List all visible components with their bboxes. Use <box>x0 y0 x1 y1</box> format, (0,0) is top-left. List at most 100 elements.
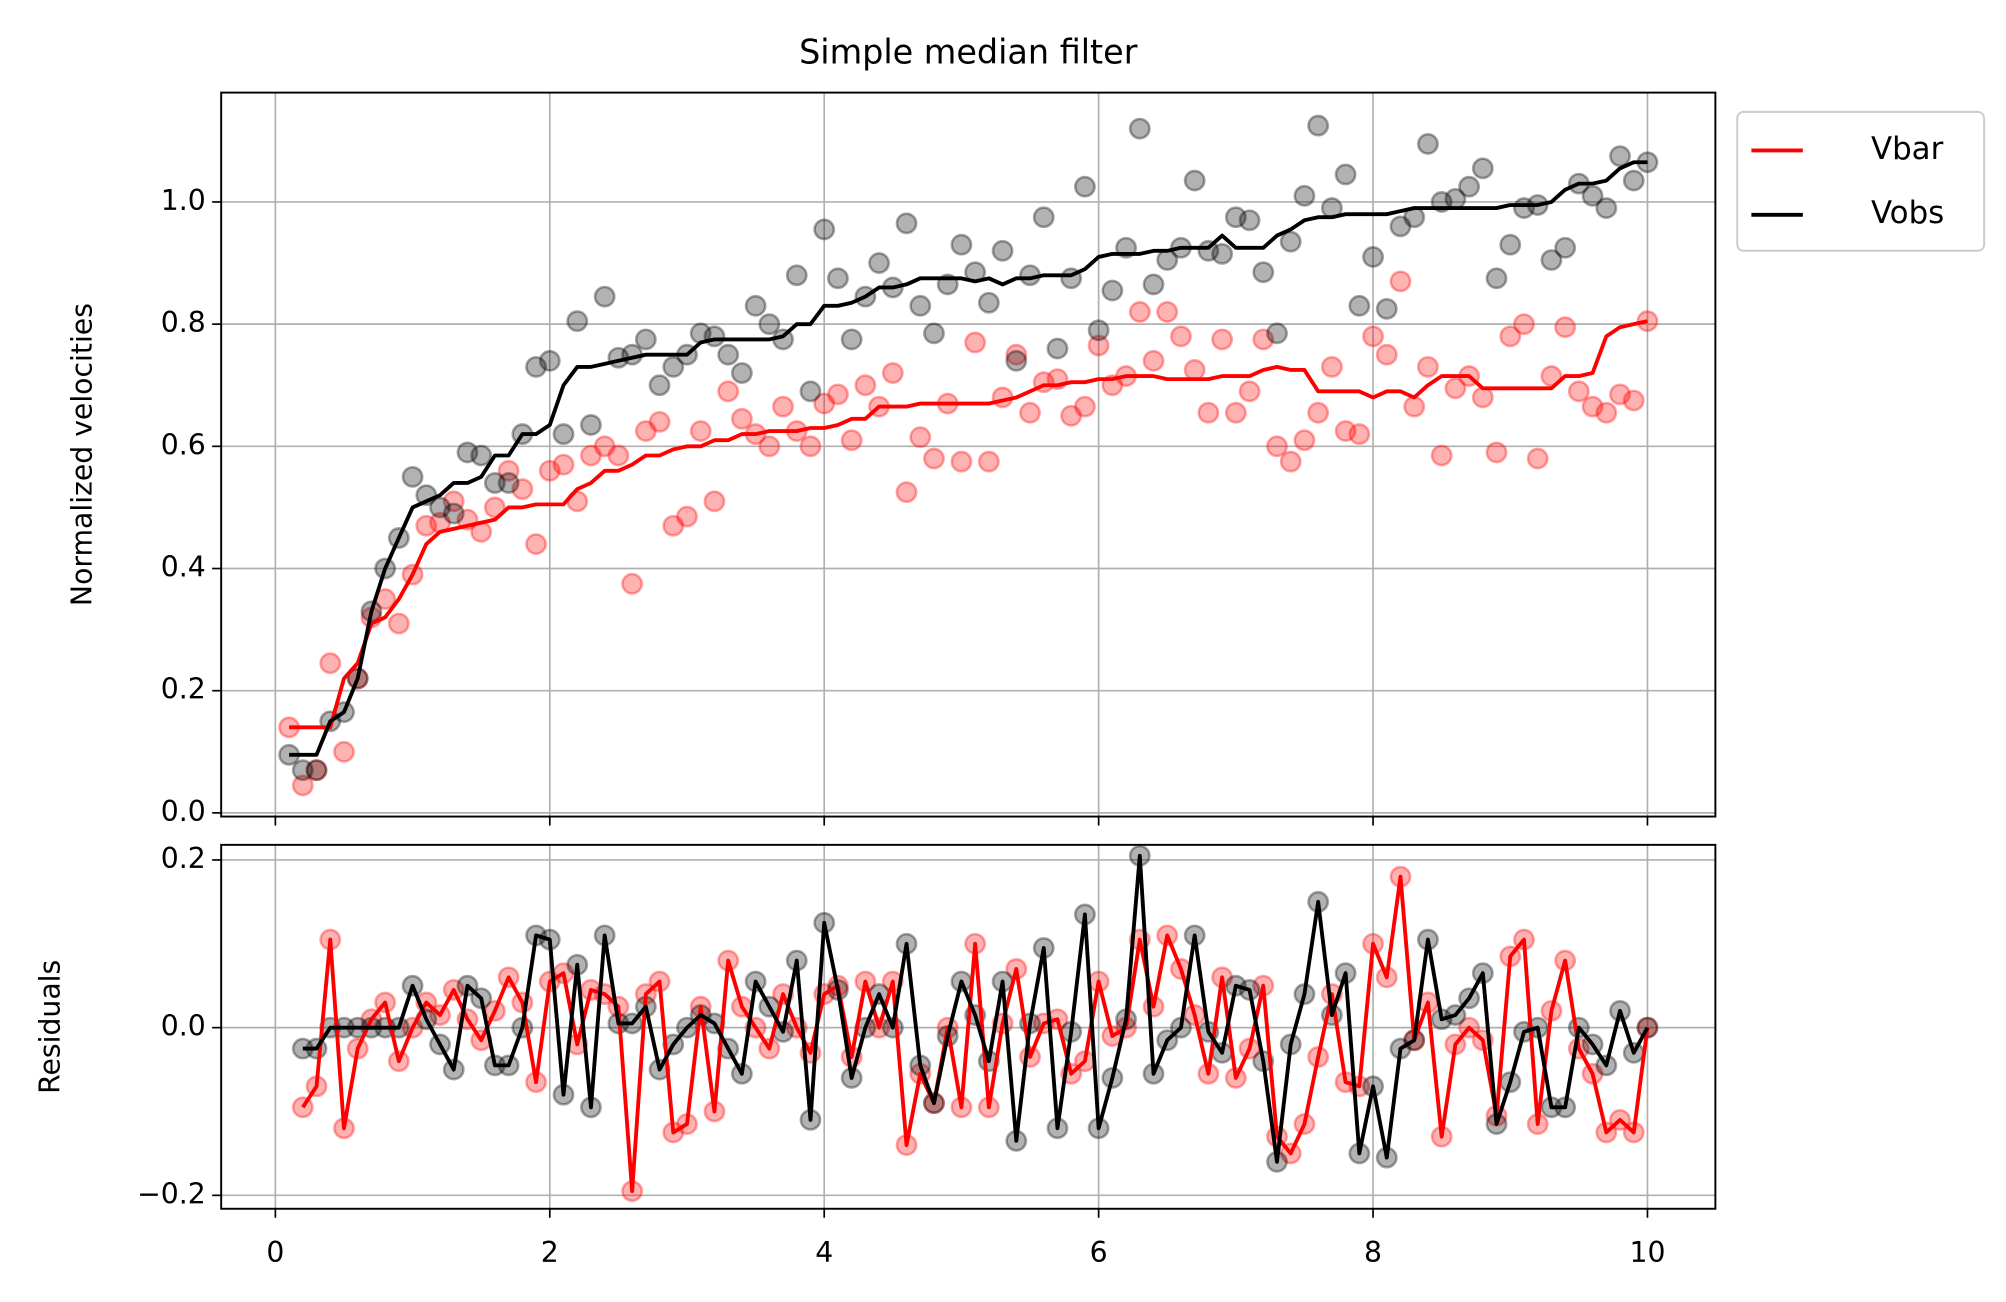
point <box>1485 267 1508 290</box>
point <box>1060 404 1083 427</box>
point <box>580 444 602 467</box>
point <box>1307 114 1330 137</box>
y-tick-label: 0.0 <box>161 795 206 828</box>
point <box>1485 441 1508 464</box>
point <box>497 459 520 482</box>
point <box>1348 294 1371 317</box>
point <box>1211 242 1234 265</box>
y-tick-label: 0.4 <box>161 551 206 584</box>
point <box>305 759 328 782</box>
line <box>289 319 1648 730</box>
point <box>525 355 548 378</box>
point <box>319 652 342 675</box>
point <box>1170 325 1192 348</box>
point <box>1101 279 1124 302</box>
point <box>813 392 836 415</box>
point <box>730 407 753 430</box>
point <box>538 459 561 482</box>
point <box>1073 175 1096 198</box>
point <box>950 233 973 256</box>
point <box>1046 337 1069 360</box>
point <box>593 285 616 308</box>
point <box>758 313 781 336</box>
point <box>1238 209 1261 232</box>
point <box>429 496 451 519</box>
point <box>1513 313 1535 336</box>
y-tick-label: 1.0 <box>161 184 206 217</box>
point <box>1362 325 1384 348</box>
point <box>1252 328 1275 351</box>
point <box>676 505 698 528</box>
point <box>442 490 465 513</box>
point <box>881 362 904 384</box>
point <box>1183 169 1206 192</box>
y-tick-label: −0.2 <box>137 1177 206 1210</box>
point <box>1375 297 1398 320</box>
point <box>1554 236 1577 259</box>
point <box>1128 300 1151 323</box>
y-tick-label: 0.2 <box>161 842 206 875</box>
axes-frame <box>220 91 1717 818</box>
point <box>1471 386 1494 409</box>
point <box>703 490 726 513</box>
point <box>291 774 314 797</box>
point <box>456 441 479 464</box>
point <box>799 380 822 403</box>
point <box>991 239 1014 262</box>
point <box>1458 175 1481 198</box>
point <box>840 328 863 351</box>
point <box>1417 355 1439 378</box>
x-tick-label: 10 <box>1629 1236 1665 1269</box>
point <box>1609 145 1631 168</box>
x-tick-label: 2 <box>541 1236 559 1269</box>
point <box>648 374 671 397</box>
point <box>1266 322 1288 345</box>
y-tick-label: 0.0 <box>161 1010 206 1043</box>
point <box>1005 349 1028 372</box>
legend-label: Vbar <box>1871 131 1944 167</box>
point <box>291 759 314 782</box>
point <box>1581 395 1604 418</box>
point <box>552 453 575 476</box>
point <box>1252 261 1275 284</box>
point <box>1293 184 1316 207</box>
x-tick-label: 4 <box>815 1236 833 1269</box>
point <box>1073 395 1096 418</box>
point <box>1567 380 1590 403</box>
point <box>744 294 767 317</box>
point <box>1293 429 1316 452</box>
y-tick-label: 0.2 <box>161 673 206 706</box>
point <box>1622 169 1645 192</box>
point <box>1224 401 1247 424</box>
point <box>1595 197 1618 219</box>
point <box>1389 215 1412 238</box>
point <box>758 435 781 458</box>
point <box>1142 349 1165 372</box>
point <box>525 533 548 556</box>
point <box>923 322 945 345</box>
point <box>827 267 849 290</box>
point <box>566 310 589 333</box>
point <box>923 447 945 470</box>
legend-box <box>1736 110 1986 252</box>
point <box>1238 380 1261 403</box>
point <box>1087 319 1110 342</box>
point <box>868 252 891 274</box>
point <box>1224 206 1247 229</box>
y-tick-label: 0.8 <box>161 306 206 339</box>
point <box>1334 163 1357 186</box>
point <box>662 514 685 537</box>
point <box>1348 423 1371 446</box>
line <box>289 160 1648 757</box>
point <box>470 444 493 467</box>
point <box>1211 328 1234 351</box>
y-axis-label: Normalized velocities <box>66 303 99 606</box>
point <box>813 218 836 241</box>
x-tick-label: 0 <box>266 1236 284 1269</box>
point <box>964 331 987 354</box>
point <box>1142 273 1165 296</box>
point <box>593 435 616 458</box>
point <box>1156 300 1179 323</box>
point <box>1403 395 1426 418</box>
point <box>895 212 918 235</box>
